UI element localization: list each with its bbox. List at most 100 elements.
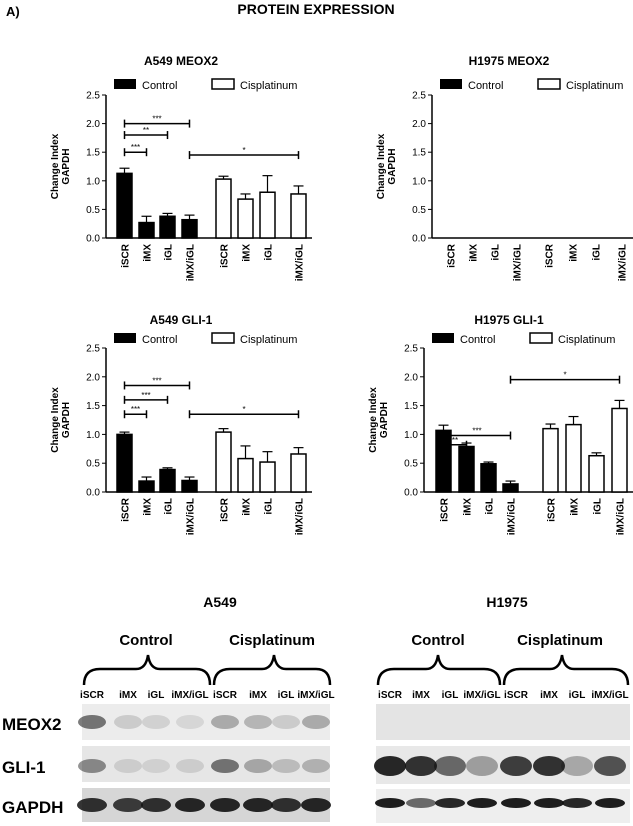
blot-band xyxy=(406,798,436,808)
bar-control-imx-igl xyxy=(181,218,198,239)
blot-band xyxy=(78,759,106,773)
figure-title: PROTEIN EXPRESSION xyxy=(237,1,394,17)
y-tick-label: 2.0 xyxy=(404,372,418,383)
chart-title: H1975 GLI-1 xyxy=(474,313,544,327)
blot-band xyxy=(301,798,331,812)
blot-band xyxy=(176,715,204,729)
y-tick-label: 1.5 xyxy=(412,148,426,159)
blot-band xyxy=(302,759,330,773)
x-tick-label: iSCR xyxy=(447,243,458,268)
blot-band xyxy=(77,798,107,812)
blot-band xyxy=(272,715,300,729)
y-tick-label: 1.0 xyxy=(404,430,418,441)
bar-control-iscr xyxy=(116,433,133,493)
chart-title: H1975 MEOX2 xyxy=(469,54,550,68)
blot-strip-a549-meox2 xyxy=(82,704,330,740)
blot-band xyxy=(466,756,498,776)
blot-band xyxy=(175,798,205,812)
y-tick-label: 0.0 xyxy=(86,488,100,499)
x-tick-label: iSCR xyxy=(220,243,231,268)
x-tick-label: iMX xyxy=(570,498,581,516)
legend-label-cisplatinum: Cisplatinum xyxy=(240,80,297,92)
brace-h1975-cisplatinum xyxy=(502,654,630,686)
bar-control-imx-igl xyxy=(502,483,519,493)
bar-cisplatinum-iscr xyxy=(215,431,232,493)
blot-lane-label: iMX xyxy=(249,690,267,701)
blot-band xyxy=(142,715,170,729)
western-blot-section: A549 H1975 Control Cisplatinum Control C… xyxy=(2,594,630,823)
blot-lane-label: iMX/iGL xyxy=(297,690,334,701)
blot-band xyxy=(500,756,532,776)
blot-band xyxy=(142,759,170,773)
blot-band xyxy=(113,798,143,812)
blot-band xyxy=(405,756,437,776)
bar-cisplatinum-igl xyxy=(588,454,605,493)
blot-band xyxy=(114,759,142,773)
x-tick-label: iGL xyxy=(264,498,275,515)
blot-lane-label: iMX xyxy=(412,690,430,701)
x-tick-label: iSCR xyxy=(545,243,556,268)
blot-band xyxy=(210,798,240,812)
y-axis-label: Change IndexGAPDH xyxy=(376,133,398,199)
legend-swatch-cisplatinum xyxy=(529,332,553,344)
bar-control-imx xyxy=(138,221,155,239)
legend-swatch-control xyxy=(432,333,454,343)
brace-a549-control xyxy=(82,654,212,686)
blot-band xyxy=(244,715,272,729)
x-tick-label: iMX xyxy=(242,244,253,262)
blot-band xyxy=(435,798,465,808)
y-tick-label: 0.0 xyxy=(412,234,426,245)
x-tick-label: iGL xyxy=(491,244,502,261)
bar-control-iscr xyxy=(116,172,133,239)
x-tick-label: iMX/iGL xyxy=(616,498,627,535)
blot-title-h1975: H1975 xyxy=(486,594,527,610)
bar-control-iscr xyxy=(435,429,452,493)
legend-swatch-control xyxy=(440,79,462,89)
y-tick-label: 1.5 xyxy=(86,148,100,159)
blot-band xyxy=(271,798,301,812)
legend-swatch-cisplatinum xyxy=(537,78,561,90)
blot-lane-label: iSCR xyxy=(213,690,238,701)
significance-stars: ** xyxy=(143,126,149,135)
blot-lane-label: iMX xyxy=(540,690,558,701)
legend-label-control: Control xyxy=(460,334,495,346)
legend-label-control: Control xyxy=(142,334,177,346)
y-tick-label: 1.0 xyxy=(86,430,100,441)
chart-2: H1975 MEOX2 Control Cisplatinum Change Inde… xyxy=(376,54,633,281)
blot-band xyxy=(272,759,300,773)
y-axis-label: Change IndexGAPDH xyxy=(50,387,72,453)
legend-swatch-control xyxy=(114,333,136,343)
bar-cisplatinum-imx-igl xyxy=(290,453,307,493)
blot-band xyxy=(561,756,593,776)
legend-label-control: Control xyxy=(468,80,503,92)
chart-1: A549 MEOX2 Control Cisplatinum Change Index… xyxy=(50,54,312,281)
blot-group-label-h1975-control: Control xyxy=(411,632,464,649)
x-tick-label: iMX/iGL xyxy=(295,244,306,281)
blot-band xyxy=(595,798,625,808)
legend-swatch-cisplatinum xyxy=(211,78,235,90)
y-tick-label: 2.0 xyxy=(412,119,426,130)
bar-cisplatinum-imx xyxy=(237,198,254,239)
blot-band xyxy=(534,798,564,808)
x-tick-label: iMX/iGL xyxy=(186,244,197,281)
x-tick-label: iSCR xyxy=(121,243,132,268)
blot-band xyxy=(302,715,330,729)
blot-image-a549 xyxy=(77,704,331,822)
y-tick-label: 0.5 xyxy=(86,459,100,470)
blot-lane-label: iSCR xyxy=(80,690,105,701)
bar-cisplatinum-imx xyxy=(565,423,582,493)
y-tick-label: 0.5 xyxy=(404,459,418,470)
blot-band xyxy=(467,798,497,808)
blot-lane-label: iMX/iGL xyxy=(591,690,628,701)
y-tick-label: 2.5 xyxy=(412,91,426,102)
x-tick-label: iMX xyxy=(463,498,474,516)
x-tick-label: iSCR xyxy=(121,497,132,522)
significance-stars: *** xyxy=(131,143,140,152)
blot-band xyxy=(114,715,142,729)
x-tick-label: iMX/iGL xyxy=(618,244,629,281)
x-tick-label: iMX/iGL xyxy=(295,498,306,535)
y-tick-label: 2.5 xyxy=(86,344,100,355)
blot-band xyxy=(374,756,406,776)
blot-strip-a549-gli1 xyxy=(82,746,330,782)
